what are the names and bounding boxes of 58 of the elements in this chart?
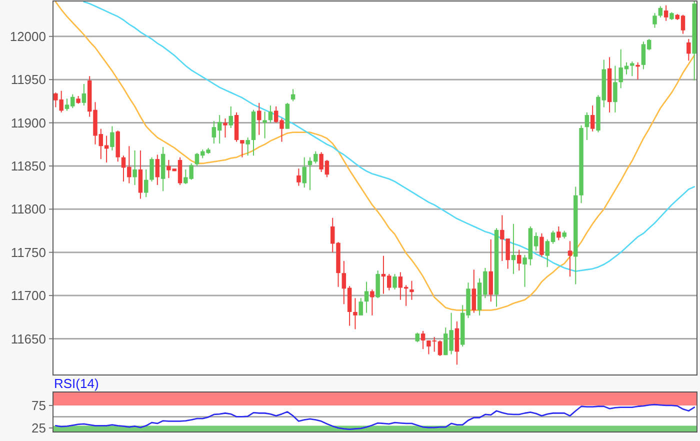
candlestick [686,38,691,62]
candlestick [155,154,160,186]
y-tick-label: 11800 [10,202,46,217]
candlestick [568,240,572,278]
candlestick [223,118,228,138]
candlestick [410,280,414,300]
candlestick [150,156,154,182]
candlestick [144,168,148,198]
candlestick [262,111,267,139]
candlestick [376,270,380,299]
y-tick-label: 11700 [10,288,46,304]
candlestick [290,88,296,102]
candlestick [472,269,476,314]
candlestick [132,150,137,186]
candlestick [246,136,250,156]
candlestick [540,232,544,258]
y-tick-label: 12000 [10,28,46,44]
candlestick [630,60,634,77]
y-tick-label: 11650 [10,331,46,346]
line-series [54,404,696,430]
candlestick [658,6,663,18]
candlestick [420,330,426,350]
candlestick [240,140,244,158]
candlestick [488,238,493,302]
candlestick [268,105,273,124]
y-tick-label: 11750 [10,244,46,260]
candlestick [392,273,397,290]
candlestick [364,281,369,314]
candlestick [664,4,668,22]
candlestick [613,65,618,113]
candlestick [415,332,420,343]
y-tick-label: 75 [32,398,46,414]
candlestick [138,150,143,200]
line-series [83,1,696,272]
y-tick-label: 11900 [10,115,46,130]
candlestick [370,288,374,316]
candlestick [358,298,363,316]
candlestick [110,126,114,151]
candlestick [228,106,234,128]
candlestick [516,249,522,271]
candlestick [438,340,442,356]
y-tick-label: 11850 [10,158,46,174]
candlestick [302,156,306,188]
y-tick-label: 11950 [10,72,46,88]
candlestick [353,298,358,330]
y-tick-label: 25 [32,420,46,436]
candlestick [511,223,516,274]
candlestick [454,320,460,366]
candlestick [296,168,301,186]
line-series [54,1,696,311]
candlestick [636,62,640,80]
candlestick [584,112,590,141]
candlestick [590,105,595,132]
candlestick [556,226,561,241]
candlestick [257,102,262,136]
candlestick [652,12,657,28]
chart-title: RSI(14) [54,376,99,391]
candlestick [82,83,86,106]
